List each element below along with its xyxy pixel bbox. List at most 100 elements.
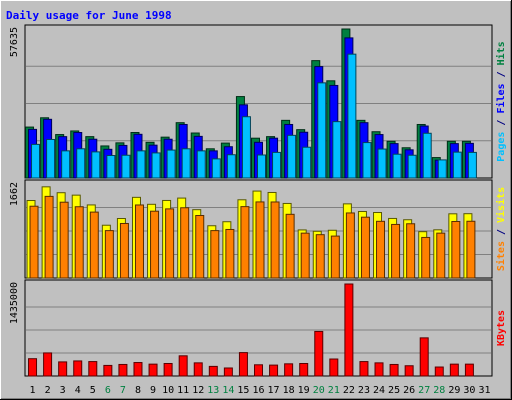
side-legend-part: / (496, 114, 507, 132)
side-legend-hits: Pages / Files / Hits (495, 41, 507, 161)
x-tick-label: 20 (313, 385, 325, 396)
side-legend-part: Pages (496, 132, 507, 162)
bar-sites-day-9 (150, 210, 160, 279)
bar-sites-day-15 (240, 206, 250, 279)
series-pages (31, 53, 477, 179)
bar-sites-day-4 (74, 206, 84, 279)
bar-kbytes-day-1 (28, 358, 38, 377)
x-axis: 1 2 3 4 5 6 7 8 9 10 11 12 13 14 15 16 17 18 19 20 21 22 23 24 2… (30, 385, 491, 396)
side-legend-kbytes: KBytes (496, 310, 507, 346)
bar-sites-day-6 (104, 230, 114, 279)
bar-pages-day-17 (272, 151, 282, 179)
bar-kbytes-day-22 (344, 283, 354, 377)
x-tick-label: 23 (358, 385, 370, 396)
x-tick-label: 9 (150, 385, 156, 396)
bar-pages-day-19 (302, 146, 312, 179)
bar-pages-day-18 (287, 134, 297, 179)
bar-sites-day-27 (421, 236, 431, 279)
bar-pages-day-8 (136, 150, 146, 179)
bar-pages-day-4 (76, 148, 86, 179)
bar-sites-day-17 (270, 201, 280, 279)
bar-sites-day-11 (180, 207, 190, 279)
bar-kbytes-day-12 (193, 362, 203, 377)
bar-pages-day-29 (452, 151, 462, 179)
bar-pages-day-14 (226, 154, 236, 179)
bar-kbytes-day-23 (359, 361, 369, 377)
bar-sites-day-30 (466, 220, 476, 279)
x-tick-label: 28 (433, 385, 445, 396)
bar-kbytes-day-26 (404, 365, 414, 377)
bar-pages-day-27 (422, 132, 432, 179)
bar-kbytes-day-4 (73, 360, 83, 377)
panel-visits: 1662 Sites / Visits (9, 179, 507, 279)
bar-sites-day-8 (134, 204, 144, 279)
bar-pages-day-6 (106, 155, 116, 179)
bar-sites-day-28 (436, 232, 446, 279)
bar-pages-day-9 (151, 152, 161, 179)
bar-kbytes-day-11 (178, 355, 188, 377)
bar-kbytes-day-13 (208, 365, 218, 377)
x-tick-label: 29 (448, 385, 460, 396)
panels: 57635 Pages / Files / Hits 1662 Sites / Vis… (9, 24, 507, 377)
x-tick-label: 7 (120, 385, 126, 396)
bar-sites-day-24 (376, 220, 386, 279)
bar-kbytes-day-20 (314, 330, 324, 377)
bar-pages-day-16 (257, 154, 266, 179)
bar-sites-day-20 (315, 234, 325, 279)
bar-pages-day-28 (437, 159, 447, 179)
bar-kbytes-day-28 (434, 366, 444, 377)
bar-pages-day-20 (317, 82, 327, 179)
bar-pages-day-11 (181, 148, 191, 179)
bar-sites-day-2 (44, 195, 54, 279)
bar-pages-day-1 (31, 143, 41, 179)
bar-kbytes-day-3 (58, 361, 68, 377)
bar-sites-day-1 (29, 205, 39, 279)
side-legend-visits: Sites / Visits (495, 187, 507, 271)
x-tick-label: 12 (192, 385, 204, 396)
bar-kbytes-day-30 (464, 363, 474, 377)
bar-pages-day-22 (347, 53, 357, 179)
bar-sites-day-3 (59, 201, 69, 279)
bar-pages-day-12 (196, 150, 206, 179)
bar-kbytes-day-14 (223, 367, 233, 377)
x-tick-label: 31 (478, 385, 490, 396)
side-legend-part: / (496, 65, 507, 83)
x-tick-label: 25 (388, 385, 400, 396)
bar-pages-day-25 (392, 153, 402, 179)
x-tick-label: 2 (45, 385, 51, 396)
bar-kbytes-day-2 (43, 352, 53, 377)
bar-kbytes-day-6 (103, 364, 113, 377)
panel-frame-kbytes (24, 279, 493, 377)
bar-kbytes-day-27 (419, 337, 429, 377)
bar-sites-day-13 (210, 230, 220, 279)
bar-pages-day-15 (241, 116, 251, 179)
x-tick-label: 4 (75, 385, 81, 396)
bar-sites-day-21 (330, 235, 340, 279)
bar-pages-day-2 (46, 138, 56, 179)
bar-pages-day-30 (467, 151, 477, 179)
side-legend-part: Sites (495, 241, 507, 271)
bar-kbytes-day-25 (389, 363, 399, 377)
bar-sites-day-10 (165, 208, 175, 279)
bar-pages-day-24 (377, 148, 387, 179)
bar-sites-day-14 (225, 228, 235, 279)
bar-sites-day-7 (119, 222, 129, 279)
bar-kbytes-day-18 (284, 363, 294, 377)
bar-pages-day-21 (332, 121, 342, 179)
side-legend-part: Files (495, 83, 507, 113)
panel-kbytes: 1435000 KBytes (9, 279, 507, 377)
bar-pages-day-10 (166, 149, 176, 179)
bar-pages-day-5 (91, 151, 101, 179)
bar-kbytes-day-16 (254, 364, 263, 377)
bar-kbytes-day-21 (329, 358, 339, 377)
bar-sites-day-25 (391, 223, 401, 279)
bar-kbytes-day-19 (299, 362, 309, 377)
bar-sites-day-19 (300, 232, 310, 279)
bar-pages-day-26 (407, 154, 417, 179)
bar-sites-day-5 (89, 211, 99, 279)
series-sites (29, 195, 476, 279)
x-tick-label: 16 (252, 385, 264, 396)
side-legend-part: KBytes (496, 310, 507, 346)
bar-sites-day-22 (345, 212, 355, 279)
